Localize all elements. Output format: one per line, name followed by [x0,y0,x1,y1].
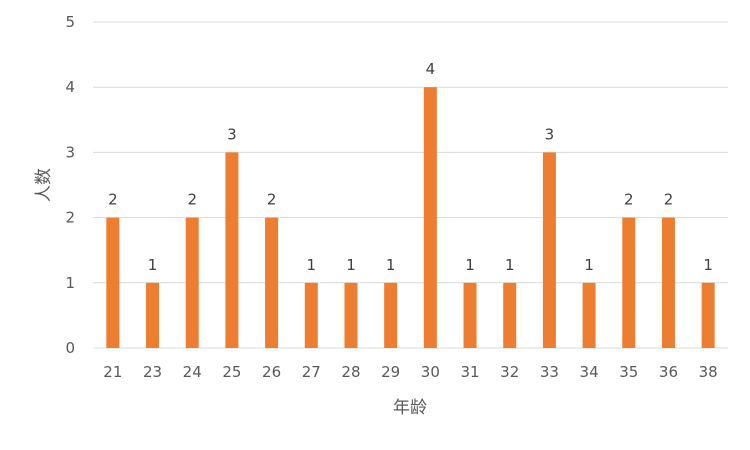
bar [304,282,318,348]
bar-value-label: 1 [346,256,356,274]
x-tick-label: 30 [421,363,440,381]
bar-value-label: 1 [465,256,475,274]
x-tick-label: 26 [262,363,281,381]
x-tick-label: 29 [381,363,400,381]
y-tick-label: 5 [65,13,75,31]
bar [185,217,199,348]
x-tick-label: 21 [103,363,122,381]
x-tick-label: 33 [540,363,559,381]
y-tick-label: 0 [65,339,75,357]
y-tick-label: 1 [65,274,75,292]
x-tick-label: 34 [580,363,599,381]
bars [106,87,715,348]
bar [225,152,239,348]
bar-value-label: 1 [386,256,396,274]
x-tick-label: 32 [500,363,519,381]
data-labels: 2 1 2 3 2 1 1 1 4 1 1 3 1 2 2 1 [108,60,713,274]
y-tick-label: 3 [65,143,75,161]
bar-value-label: 2 [108,191,118,209]
x-tick-label: 23 [143,363,162,381]
bar [701,282,715,348]
x-tick-label: 38 [699,363,718,381]
bar-value-label: 1 [307,256,317,274]
x-axis-title: 年龄 [393,398,427,418]
y-axis-title: 人数 [34,168,54,202]
x-tick-label: 36 [659,363,678,381]
bar-value-label: 1 [703,256,713,274]
bar-value-label: 2 [664,191,674,209]
y-tick-label: 2 [65,209,75,227]
bar-value-label: 4 [426,60,436,78]
bar [423,87,437,348]
bar [384,282,398,348]
bar-value-label: 1 [584,256,594,274]
bar [146,282,160,348]
bar [503,282,517,348]
bar [463,282,477,348]
gridlines [93,21,728,349]
x-tick-label: 24 [183,363,202,381]
y-tick-label: 4 [65,78,75,96]
bar-value-label: 1 [148,256,158,274]
bar [542,152,556,348]
bar-value-label: 1 [505,256,515,274]
x-axis-ticks: 21 23 24 25 26 27 28 29 30 31 32 33 34 35 36 38 [103,363,717,381]
x-tick-label: 25 [222,363,241,381]
x-tick-label: 28 [341,363,360,381]
bar [344,282,358,348]
bar [582,282,596,348]
bar [622,217,636,348]
bar [106,217,120,348]
x-tick-label: 31 [460,363,479,381]
bar-value-label: 3 [545,125,555,143]
bar [661,217,675,348]
y-axis-ticks: 0 1 2 3 4 5 [65,13,75,357]
bar [265,217,279,348]
bar-value-label: 2 [624,191,634,209]
x-tick-label: 35 [619,363,638,381]
bar-value-label: 2 [187,191,197,209]
bar-value-label: 3 [227,125,237,143]
x-tick-label: 27 [302,363,321,381]
bar-value-label: 2 [267,191,277,209]
